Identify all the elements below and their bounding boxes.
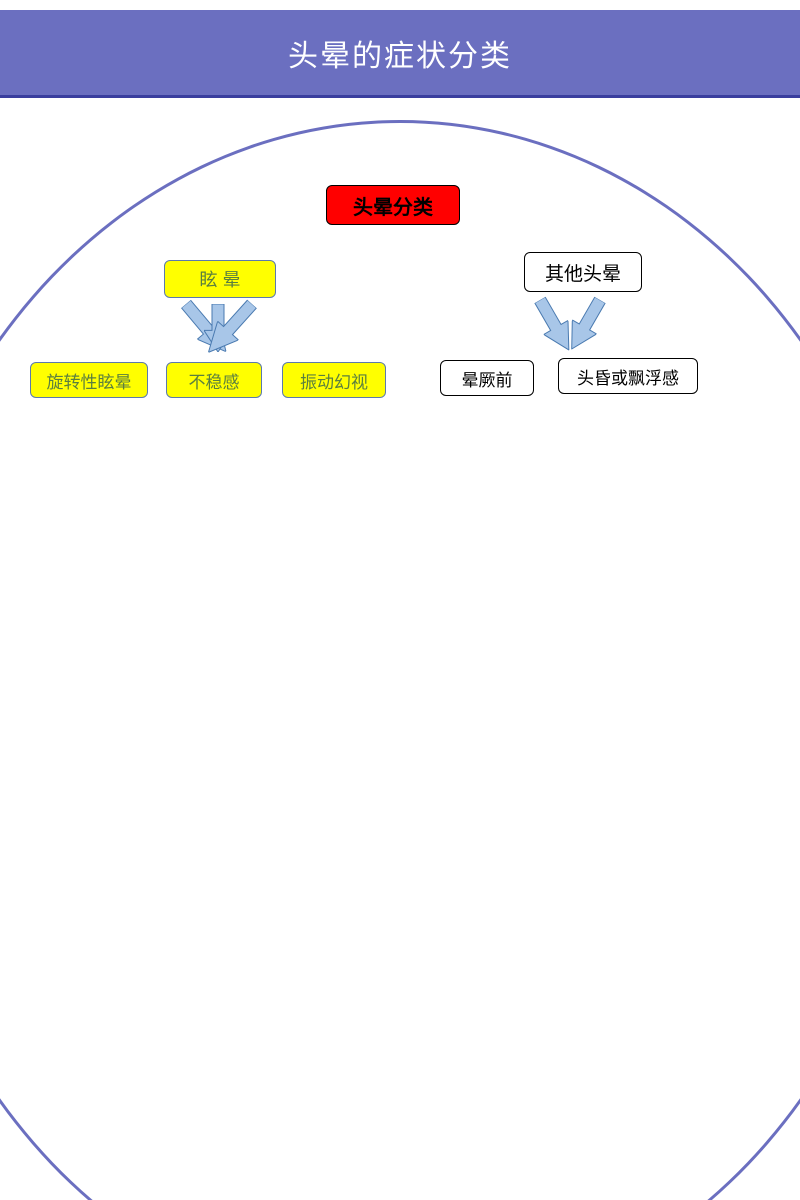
title-bar: 头晕的症状分类	[0, 10, 800, 95]
node-rot: 旋转性眩晕	[30, 362, 148, 398]
node-other: 其他头晕	[524, 252, 642, 292]
circle-frame	[0, 120, 800, 1200]
node-pre: 晕厥前	[440, 360, 534, 396]
node-unst: 不稳感	[166, 362, 262, 398]
node-vert: 眩 晕	[164, 260, 276, 298]
slide-title: 头晕的症状分类	[288, 31, 512, 75]
node-root: 头晕分类	[326, 185, 460, 225]
title-underline	[0, 95, 800, 98]
node-float: 头昏或飘浮感	[558, 358, 698, 394]
node-osc: 振动幻视	[282, 362, 386, 398]
